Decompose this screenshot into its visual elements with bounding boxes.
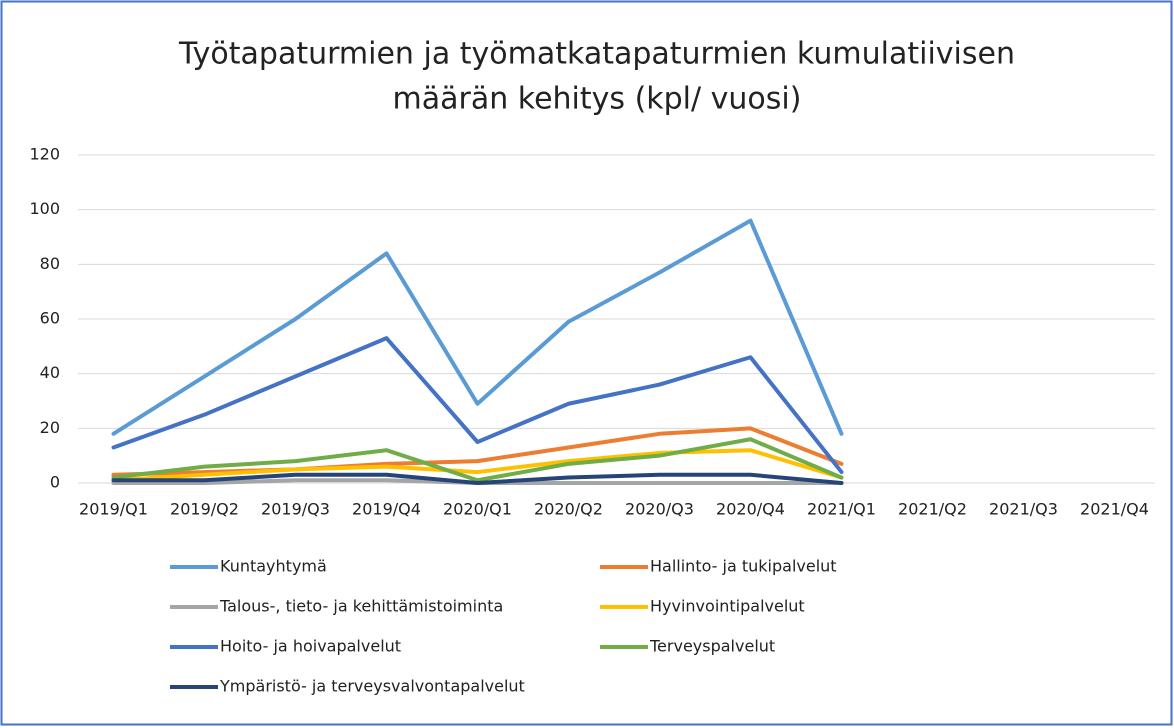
y-tick-label: 80 xyxy=(40,254,60,273)
x-tick-label: 2020/Q4 xyxy=(716,500,785,519)
legend-label: Talous-, tieto- ja kehittämistoiminta xyxy=(219,597,503,616)
series-line xyxy=(111,448,844,483)
legend-label: Ympäristö- ja terveysvalvontapalvelut xyxy=(219,677,525,696)
legend-label: Hoito- ja hoivapalvelut xyxy=(220,637,401,656)
x-tick-label: 2019/Q3 xyxy=(261,500,330,519)
x-tick-label: 2020/Q2 xyxy=(534,500,603,519)
x-tick-label: 2021/Q1 xyxy=(807,500,876,519)
y-tick-label: 40 xyxy=(40,363,60,382)
legend-label: Terveyspalvelut xyxy=(649,637,775,656)
x-tick-label: 2021/Q3 xyxy=(989,500,1058,519)
legend-label: Kuntayhtymä xyxy=(220,557,327,576)
y-tick-label: 60 xyxy=(40,309,60,328)
x-tick-label: 2020/Q1 xyxy=(443,500,512,519)
x-tick-label: 2019/Q2 xyxy=(170,500,239,519)
series-line xyxy=(111,472,844,485)
y-tick-label: 100 xyxy=(29,199,60,218)
y-tick-label: 0 xyxy=(50,473,60,492)
x-tick-label: 2020/Q3 xyxy=(625,500,694,519)
series-line xyxy=(111,437,844,483)
series-line xyxy=(111,336,844,475)
x-tick-label: 2019/Q1 xyxy=(79,500,148,519)
x-tick-label: 2021/Q2 xyxy=(898,500,967,519)
y-tick-label: 120 xyxy=(29,145,60,164)
x-tick-label: 2019/Q4 xyxy=(352,500,421,519)
chart-title: määrän kehitys (kpl/ vuosi) xyxy=(393,82,802,117)
y-tick-label: 20 xyxy=(40,418,60,437)
legend-label: Hallinto- ja tukipalvelut xyxy=(650,557,837,576)
series-line xyxy=(111,218,844,436)
x-tick-label: 2021/Q4 xyxy=(1080,500,1149,519)
legend-label: Hyvinvointipalvelut xyxy=(650,597,805,616)
chart-title: Työtapaturmien ja työmatkatapaturmien ku… xyxy=(178,37,1015,72)
